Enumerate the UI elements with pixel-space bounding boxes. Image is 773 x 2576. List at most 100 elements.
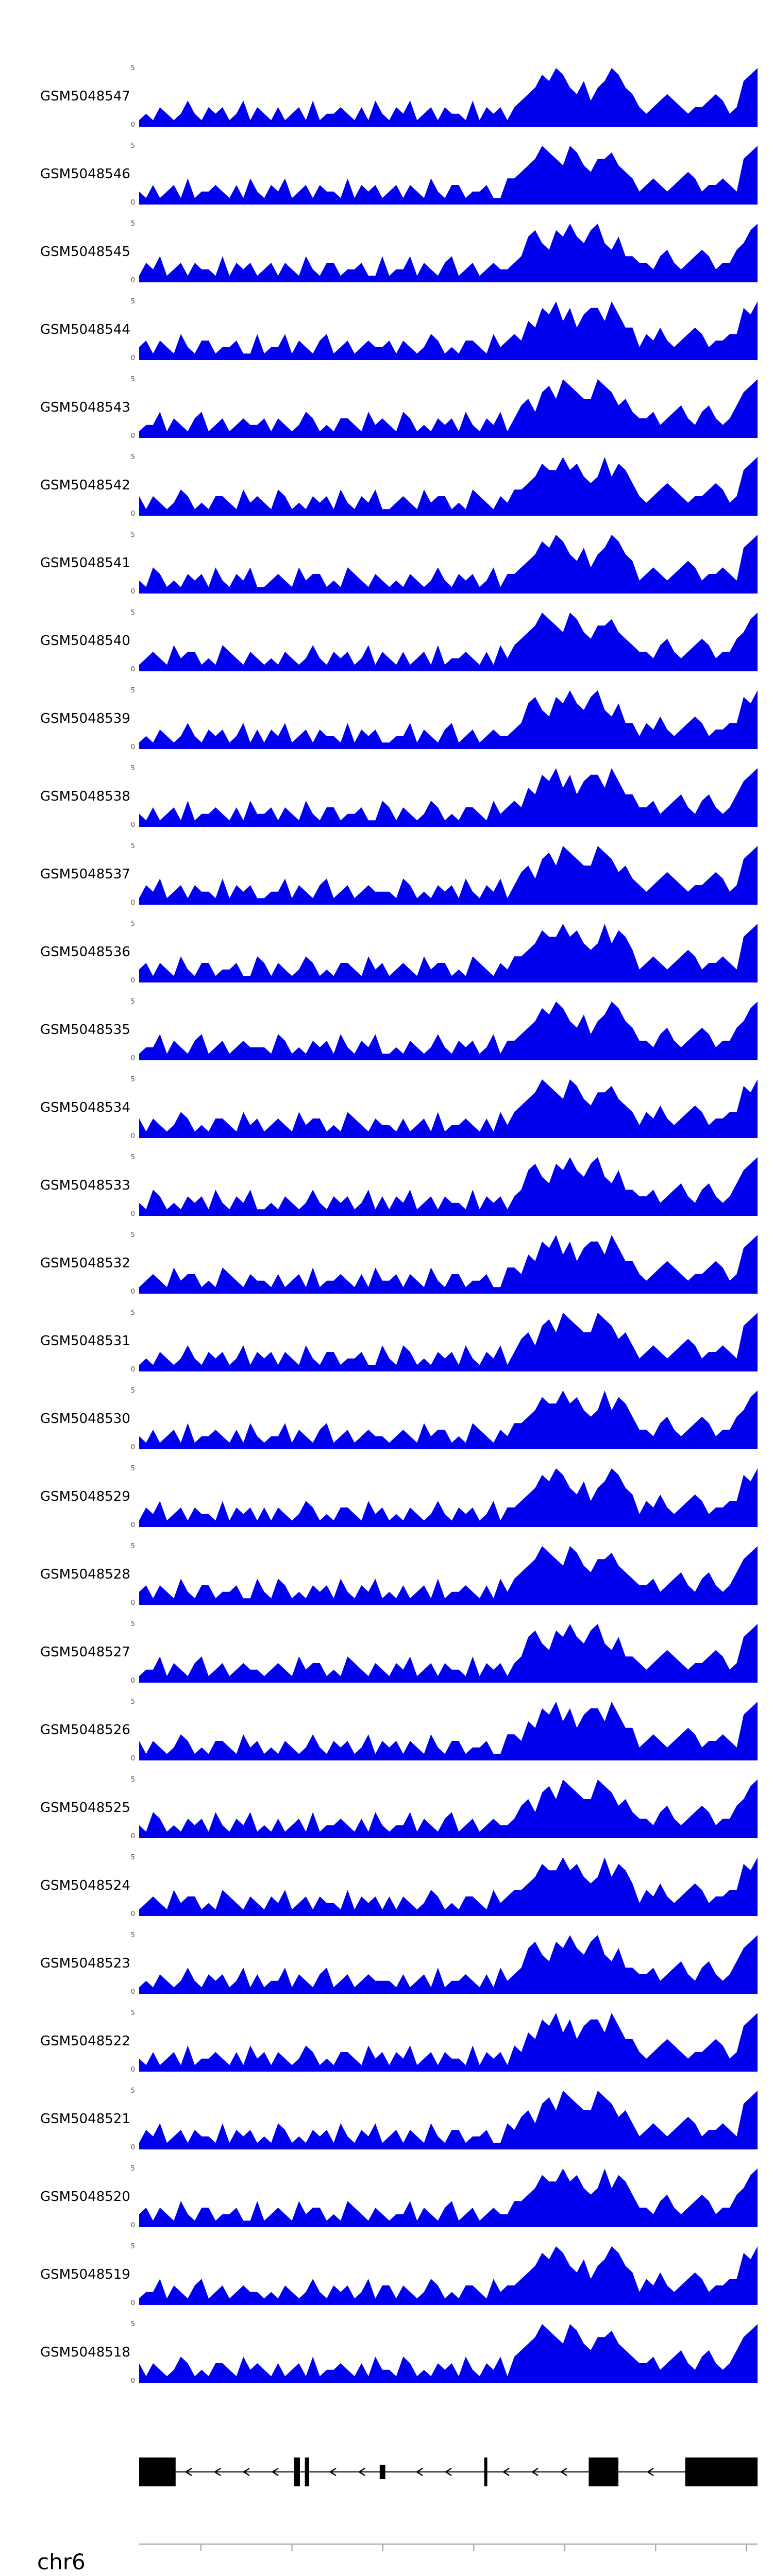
signal-track-row: GSM5048523 5 0 [0, 1925, 773, 2003]
y-axis-min-label: 0 [130, 1599, 135, 1607]
y-axis-min-label: 0 [130, 821, 135, 829]
coverage-area-plot [139, 457, 758, 516]
y-axis-min-label: 0 [130, 743, 135, 751]
signal-track-row: GSM5048528 5 0 [0, 1536, 773, 1614]
genome-axis-svg: 158.15Mb158.16Mb [139, 2544, 758, 2551]
y-axis-max-label: 5 [130, 2009, 135, 2017]
y-axis-min-label: 0 [130, 1132, 135, 1140]
coverage-area-plot [139, 1624, 758, 1683]
y-axis-min-label: 0 [130, 1755, 135, 1762]
track-label: GSM5048546 [40, 166, 130, 182]
coverage-area-plot [139, 690, 758, 749]
track-label: GSM5048544 [40, 322, 130, 337]
track-label: GSM5048540 [40, 633, 130, 649]
track-label: GSM5048532 [40, 1256, 130, 1271]
track-label: GSM5048521 [40, 2111, 130, 2127]
signal-track-row: GSM5048518 5 0 [0, 2314, 773, 2392]
signal-track-row: GSM5048530 5 0 [0, 1380, 773, 1458]
signal-track-row: GSM5048522 5 0 [0, 2003, 773, 2080]
signal-track-row: GSM5048535 5 0 [0, 991, 773, 1069]
y-axis-min-label: 0 [130, 2144, 135, 2151]
track-label: GSM5048529 [40, 1489, 130, 1504]
y-axis-max-label: 5 [130, 2087, 135, 2095]
y-axis-min-label: 0 [130, 1055, 135, 1062]
signal-track-row: GSM5048547 5 0 [0, 58, 773, 135]
coverage-area-plot [139, 1935, 758, 1994]
track-label: GSM5048537 [40, 867, 130, 882]
y-axis-max-label: 5 [130, 142, 135, 150]
signal-track-row: GSM5048541 5 0 [0, 524, 773, 602]
track-label: GSM5048533 [40, 1178, 130, 1193]
signal-track-row: GSM5048521 5 0 [0, 2080, 773, 2158]
y-axis-max-label: 5 [130, 998, 135, 1006]
y-axis-min-label: 0 [130, 354, 135, 362]
signal-track-row: GSM5048527 5 0 [0, 1614, 773, 1691]
y-axis-max-label: 5 [130, 687, 135, 694]
track-label: GSM5048527 [40, 1645, 130, 1660]
signal-track-row: GSM5048538 5 0 [0, 758, 773, 836]
y-axis-max-label: 5 [130, 842, 135, 850]
track-label: GSM5048526 [40, 1722, 130, 1738]
y-axis-min-label: 0 [130, 1366, 135, 1374]
y-axis-max-label: 5 [130, 2243, 135, 2250]
y-axis-min-label: 0 [130, 2066, 135, 2074]
y-axis-min-label: 0 [130, 666, 135, 673]
coverage-area-plot [139, 1468, 758, 1527]
track-label: GSM5048522 [40, 2033, 130, 2049]
signal-track-row: GSM5048531 5 0 [0, 1302, 773, 1380]
signal-track-row: GSM5048546 5 0 [0, 135, 773, 213]
gene-model-svg [139, 2458, 758, 2486]
signal-track-row: GSM5048534 5 0 [0, 1069, 773, 1147]
coverage-area-plot [139, 1780, 758, 1838]
y-axis-max-label: 5 [130, 531, 135, 539]
y-axis-max-label: 5 [130, 1076, 135, 1083]
track-label: GSM5048523 [40, 1956, 130, 1971]
y-axis-min-label: 0 [130, 588, 135, 596]
y-axis-min-label: 0 [130, 2222, 135, 2229]
y-axis-min-label: 0 [130, 1833, 135, 1840]
coverage-area-plot [139, 768, 758, 827]
coverage-area-plot [139, 68, 758, 127]
y-axis-max-label: 5 [130, 220, 135, 228]
y-axis-max-label: 5 [130, 609, 135, 617]
signal-track-row: GSM5048537 5 0 [0, 836, 773, 913]
y-axis-max-label: 5 [130, 1543, 135, 1550]
y-axis-min-label: 0 [130, 977, 135, 985]
track-label: GSM5048535 [40, 1022, 130, 1038]
y-axis-max-label: 5 [130, 765, 135, 772]
track-label: GSM5048539 [40, 711, 130, 726]
signal-track-row: GSM5048533 5 0 [0, 1147, 773, 1225]
coverage-area-plot [139, 224, 758, 282]
coverage-area-plot [139, 2091, 758, 2149]
track-label: GSM5048541 [40, 555, 130, 571]
y-axis-min-label: 0 [130, 277, 135, 284]
track-label: GSM5048545 [40, 244, 130, 260]
y-axis-min-label: 0 [130, 1288, 135, 1296]
signal-track-row: GSM5048539 5 0 [0, 680, 773, 758]
track-label: GSM5048525 [40, 1800, 130, 1816]
y-axis-max-label: 5 [130, 1309, 135, 1317]
chromosome-label: chr6 [37, 2549, 86, 2574]
coverage-area-plot [139, 1235, 758, 1294]
track-label: GSM5048538 [40, 789, 130, 804]
track-label: GSM5048542 [40, 478, 130, 493]
coverage-area-plot [139, 1079, 758, 1138]
coverage-area-plot [139, 1391, 758, 1449]
y-axis-min-label: 0 [130, 1444, 135, 1451]
track-label: GSM5048528 [40, 1567, 130, 1582]
coverage-area-plot [139, 1157, 758, 1216]
y-axis-max-label: 5 [130, 1154, 135, 1161]
y-axis-min-label: 0 [130, 1677, 135, 1685]
signal-track-row: GSM5048526 5 0 [0, 1691, 773, 1769]
y-axis-min-label: 0 [130, 1910, 135, 1918]
track-label: GSM5048547 [40, 89, 130, 104]
track-label: GSM5048530 [40, 1411, 130, 1427]
track-label: GSM5048520 [40, 2189, 130, 2205]
signal-track-row: GSM5048524 5 0 [0, 1847, 773, 1925]
y-axis-max-label: 5 [130, 2320, 135, 2328]
track-label: GSM5048524 [40, 1878, 130, 1893]
y-axis-min-label: 0 [130, 199, 135, 207]
track-label: GSM5048518 [40, 2345, 130, 2360]
coverage-area-plot [139, 2013, 758, 2072]
